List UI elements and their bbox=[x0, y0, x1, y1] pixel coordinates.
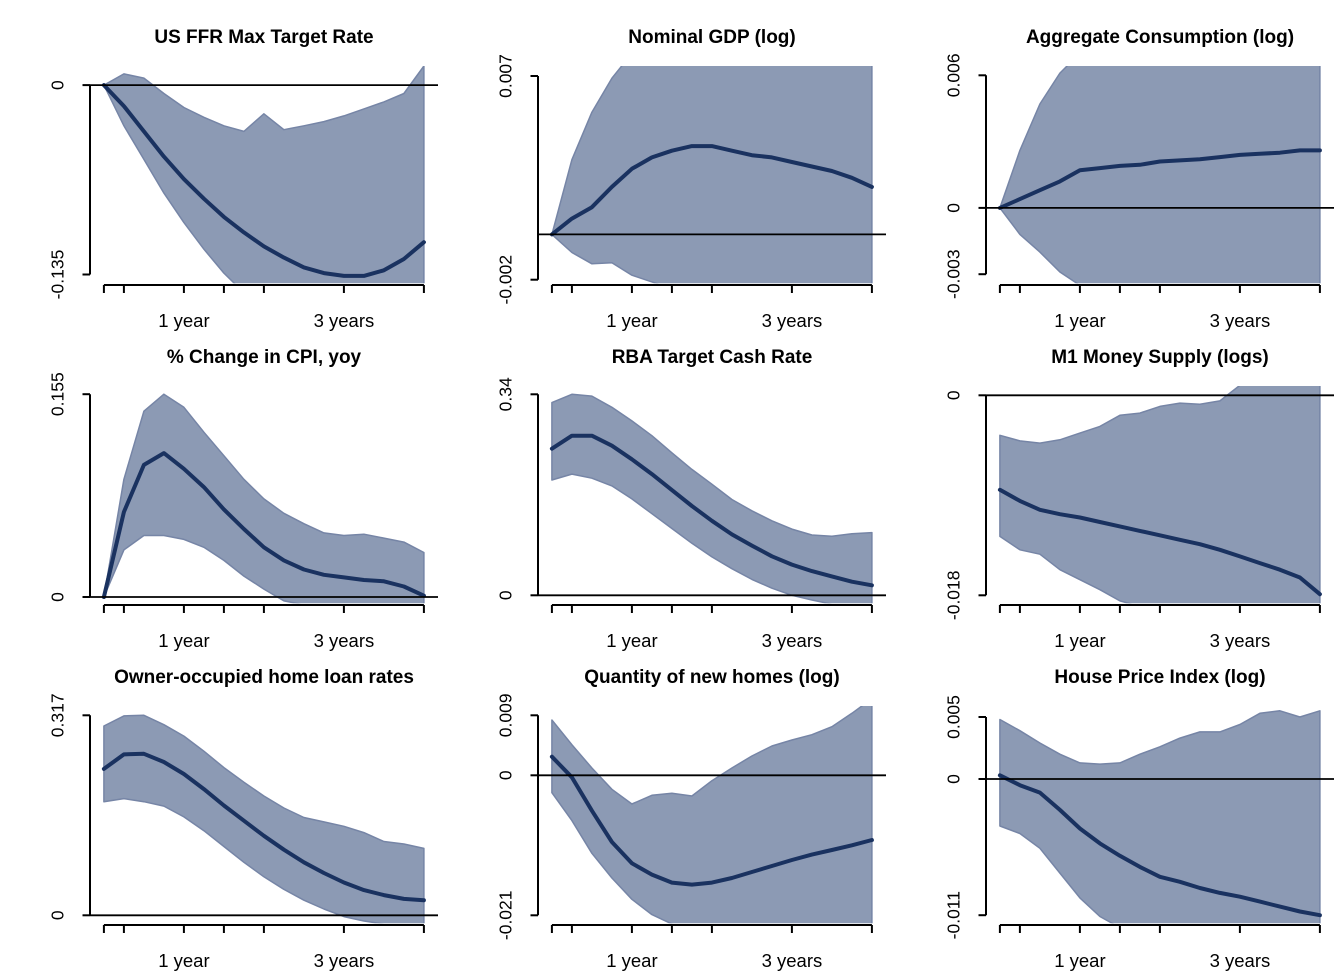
svg-text:0: 0 bbox=[944, 203, 964, 213]
svg-text:1 year: 1 year bbox=[1054, 310, 1105, 331]
svg-text:3 years: 3 years bbox=[1210, 310, 1271, 331]
svg-text:0.007: 0.007 bbox=[496, 54, 516, 98]
svg-text:1 year: 1 year bbox=[1054, 950, 1105, 971]
svg-text:1 year: 1 year bbox=[158, 630, 209, 651]
svg-text:0: 0 bbox=[496, 590, 516, 600]
svg-text:1 year: 1 year bbox=[606, 950, 657, 971]
panel-title: Quantity of new homes (log) bbox=[584, 667, 840, 688]
panel-title: Aggregate Consumption (log) bbox=[1025, 27, 1295, 48]
panel-title: RBA Target Cash Rate bbox=[611, 347, 813, 368]
svg-text:0.317: 0.317 bbox=[48, 693, 68, 737]
svg-text:0.006: 0.006 bbox=[944, 53, 964, 97]
irf-chart-aggregate-consumption: 0.006 0 -0.003 1 year 3 years bbox=[944, 53, 1334, 331]
irf-chart-house-price-index: 0.005 0 -0.011 1 year 3 years bbox=[944, 695, 1334, 971]
svg-text:3 years: 3 years bbox=[762, 310, 823, 331]
svg-text:1 year: 1 year bbox=[606, 310, 657, 331]
svg-text:0: 0 bbox=[944, 774, 964, 784]
panel-title: % Change in CPI, yoy bbox=[166, 347, 362, 368]
svg-text:0: 0 bbox=[48, 80, 68, 90]
panel-title: Nominal GDP (log) bbox=[628, 27, 796, 48]
svg-text:0: 0 bbox=[496, 770, 516, 780]
irf-chart-rba-target-cash-rate: 0.34 0 1 year 3 years bbox=[496, 377, 886, 651]
svg-text:-0.135: -0.135 bbox=[48, 250, 68, 300]
svg-text:-0.011: -0.011 bbox=[944, 891, 964, 939]
irf-panel-nominal-gdp: Nominal GDP (log) 0.007 -0.002 1 year 3 yea… bbox=[488, 16, 936, 336]
svg-text:3 years: 3 years bbox=[1210, 950, 1271, 971]
panel-title: M1 Money Supply (logs) bbox=[1051, 347, 1269, 368]
irf-chart-owner-occupied-home-loan-rates: 0.317 0 1 year 3 years bbox=[48, 693, 438, 971]
irf-panel-owner-occupied-home-loan-rates: Owner-occupied home loan rates 0.317 0 1 y… bbox=[40, 656, 488, 976]
irf-panel-aggregate-consumption: Aggregate Consumption (log) 0.006 0 -0.003… bbox=[936, 16, 1344, 336]
svg-text:-0.018: -0.018 bbox=[944, 570, 964, 620]
irf-panel-quantity-of-new-homes: Quantity of new homes (log) 0.009 0 -0.021… bbox=[488, 656, 936, 976]
svg-text:1 year: 1 year bbox=[606, 630, 657, 651]
svg-text:0.009: 0.009 bbox=[496, 693, 516, 737]
svg-text:3 years: 3 years bbox=[314, 950, 375, 971]
svg-text:1 year: 1 year bbox=[1054, 630, 1105, 651]
irf-chart-us-ffr-max-target-rate: 0 -0.135 1 year 3 years bbox=[48, 66, 438, 331]
irf-panel-rba-target-cash-rate: RBA Target Cash Rate 0.34 0 1 year 3 years bbox=[488, 336, 936, 656]
irf-panel-house-price-index: House Price Index (log) 0.005 0 -0.011 1 ye… bbox=[936, 656, 1344, 976]
panel-title: Owner-occupied home loan rates bbox=[114, 667, 414, 688]
svg-text:3 years: 3 years bbox=[762, 630, 823, 651]
panel-title: US FFR Max Target Rate bbox=[154, 27, 374, 48]
svg-text:-0.002: -0.002 bbox=[496, 255, 516, 305]
svg-text:0: 0 bbox=[48, 910, 68, 920]
irf-chart-m1-money-supply: 0 -0.018 1 year 3 years bbox=[944, 386, 1334, 651]
irf-chart-cpi-yoy: 0.155 0 1 year 3 years bbox=[48, 372, 438, 651]
irf-chart-quantity-of-new-homes: 0.009 0 -0.021 1 year 3 years bbox=[496, 693, 886, 971]
svg-text:0.155: 0.155 bbox=[48, 372, 68, 416]
svg-text:3 years: 3 years bbox=[314, 310, 375, 331]
svg-text:1 year: 1 year bbox=[158, 310, 209, 331]
irf-panel-cpi-yoy: % Change in CPI, yoy 0.155 0 1 year 3 years bbox=[40, 336, 488, 656]
svg-text:3 years: 3 years bbox=[762, 950, 823, 971]
irf-panel-m1-money-supply: M1 Money Supply (logs) 0 -0.018 1 year 3 ye… bbox=[936, 336, 1344, 656]
irf-chart-nominal-gdp: 0.007 -0.002 1 year 3 years bbox=[496, 54, 886, 331]
svg-text:0: 0 bbox=[944, 390, 964, 400]
svg-text:-0.021: -0.021 bbox=[496, 890, 516, 940]
svg-text:3 years: 3 years bbox=[314, 630, 375, 651]
panel-title: House Price Index (log) bbox=[1054, 667, 1266, 688]
svg-text:0.005: 0.005 bbox=[944, 695, 964, 739]
svg-text:3 years: 3 years bbox=[1210, 630, 1271, 651]
svg-text:0.34: 0.34 bbox=[496, 377, 516, 411]
svg-text:1 year: 1 year bbox=[158, 950, 209, 971]
svg-text:0: 0 bbox=[48, 592, 68, 602]
svg-text:-0.003: -0.003 bbox=[944, 249, 964, 299]
irf-panel-us-ffr-max-target-rate: US FFR Max Target Rate 0 -0.135 1 year 3 ye… bbox=[40, 16, 488, 336]
